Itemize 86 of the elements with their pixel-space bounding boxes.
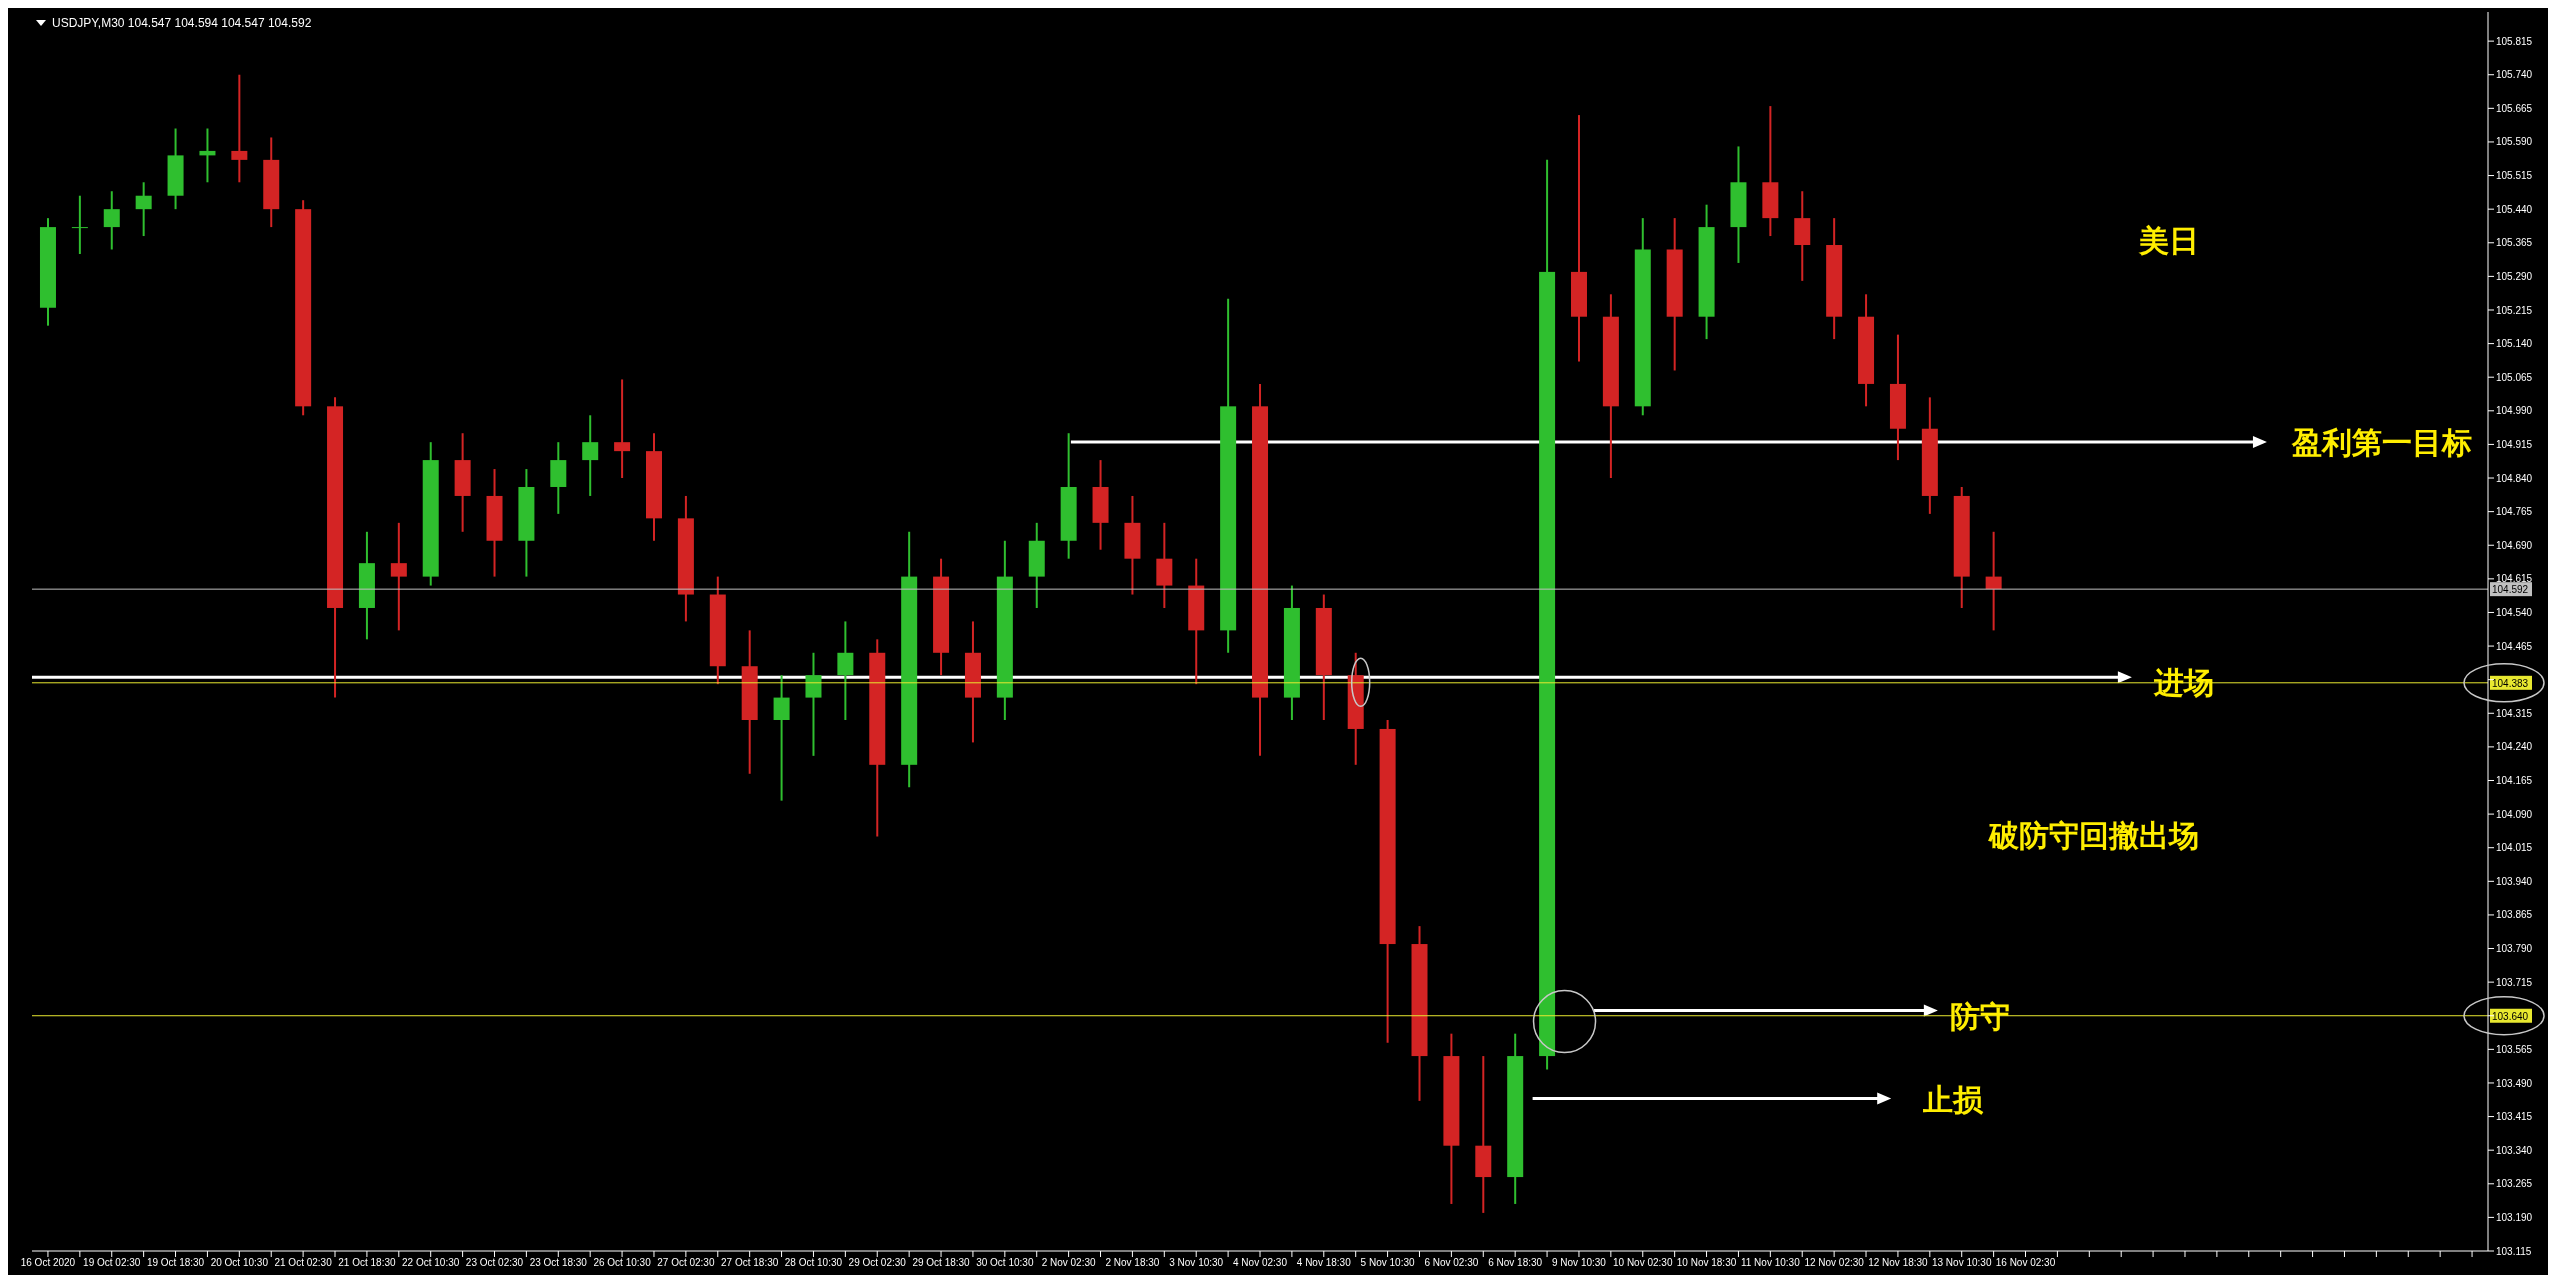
- y-tick-label: 104.090: [2496, 808, 2533, 820]
- y-tick-label: 105.140: [2496, 338, 2533, 350]
- y-tick-label: 103.265: [2496, 1178, 2533, 1190]
- x-tick-label: 4 Nov 02:30: [1233, 1257, 1288, 1269]
- ref-line-label: 103.640: [2492, 1010, 2529, 1022]
- x-tick-label: 23 Oct 02:30: [465, 1257, 524, 1269]
- y-tick-label: 103.190: [2496, 1211, 2533, 1223]
- x-tick-label: 29 Oct 02:30: [848, 1257, 907, 1269]
- x-tick-label: 3 Nov 10:30: [1169, 1257, 1224, 1269]
- y-tick-label: 103.565: [2496, 1043, 2533, 1055]
- x-tick-label: 6 Nov 02:30: [1424, 1257, 1479, 1269]
- y-tick-label: 104.240: [2496, 741, 2533, 753]
- candlestick: [805, 651, 822, 757]
- x-tick-label: 2 Nov 18:30: [1105, 1257, 1160, 1269]
- x-tick-label: 21 Oct 18:30: [338, 1257, 396, 1269]
- y-tick-label: 104.540: [2496, 607, 2533, 619]
- y-tick-label: 103.790: [2496, 943, 2533, 955]
- y-tick-label: 103.865: [2496, 909, 2533, 921]
- y-tick-label: 103.340: [2496, 1144, 2533, 1156]
- x-tick-label: 20 Oct 10:30: [210, 1257, 269, 1269]
- ref-line-label: 104.592: [2492, 584, 2529, 596]
- y-tick-label: 105.815: [2496, 35, 2533, 47]
- x-tick-label: 19 Oct 02:30: [83, 1257, 141, 1269]
- candlestick: [390, 521, 407, 632]
- y-tick-label: 104.465: [2496, 640, 2533, 652]
- candlestick: [1985, 530, 2002, 632]
- x-tick-label: 5 Nov 10:30: [1360, 1257, 1415, 1269]
- x-tick-label: 27 Oct 18:30: [721, 1257, 779, 1269]
- candlestick: [231, 73, 248, 184]
- y-tick-label: 104.165: [2496, 775, 2533, 787]
- annotation: 美日: [2138, 222, 2200, 258]
- y-tick-label: 104.990: [2496, 405, 2533, 417]
- candlestick: [837, 620, 854, 721]
- y-tick-label: 104.315: [2496, 707, 2533, 719]
- x-tick-label: 10 Nov 02:30: [1613, 1257, 1673, 1269]
- annotation: 破防守回撤出场: [1988, 817, 2200, 853]
- x-tick-label: 23 Oct 18:30: [529, 1257, 588, 1269]
- candlestick: [71, 194, 88, 255]
- candlestick: [773, 674, 790, 802]
- annotation: 盈利第一目标: [2290, 424, 2472, 460]
- candlestick: [582, 414, 599, 497]
- y-tick-label: 103.940: [2496, 875, 2533, 887]
- x-tick-label: 9 Nov 10:30: [1551, 1257, 1607, 1269]
- y-tick-label: 103.415: [2496, 1111, 2533, 1123]
- y-tick-label: 105.440: [2496, 203, 2533, 215]
- x-tick-label: 13 Nov 10:30: [1931, 1257, 1992, 1269]
- y-tick-label: 104.690: [2496, 539, 2533, 551]
- x-tick-label: 6 Nov 18:30: [1488, 1257, 1543, 1269]
- x-tick-label: 22 Oct 10:30: [402, 1257, 460, 1269]
- x-tick-label: 12 Nov 02:30: [1804, 1257, 1865, 1269]
- y-tick-label: 104.015: [2496, 842, 2533, 854]
- y-tick-label: 105.515: [2496, 170, 2533, 182]
- candlestick: [135, 181, 152, 238]
- x-tick-label: 16 Nov 02:30: [1995, 1257, 2056, 1269]
- x-tick-label: 27 Oct 02:30: [657, 1257, 715, 1269]
- y-tick-label: 105.740: [2496, 69, 2533, 81]
- y-tick-label: 105.215: [2496, 304, 2533, 316]
- y-tick-label: 103.715: [2496, 976, 2533, 988]
- y-tick-label: 104.615: [2496, 573, 2533, 585]
- y-tick-label: 105.665: [2496, 102, 2533, 114]
- x-tick-label: 12 Nov 18:30: [1868, 1257, 1929, 1269]
- x-tick-label: 4 Nov 18:30: [1296, 1257, 1352, 1269]
- x-tick-label: 21 Oct 02:30: [274, 1257, 333, 1269]
- candlestick: [103, 190, 120, 251]
- x-tick-label: 10 Nov 18:30: [1676, 1257, 1737, 1269]
- y-tick-label: 105.365: [2496, 237, 2533, 249]
- x-tick-label: 19 Oct 18:30: [146, 1257, 205, 1269]
- x-tick-label: 26 Oct 10:30: [593, 1257, 652, 1269]
- annotation: 止损: [1922, 1081, 1985, 1117]
- y-tick-label: 105.065: [2496, 371, 2533, 383]
- x-tick-label: 30 Oct 10:30: [976, 1257, 1034, 1269]
- y-tick-label: 104.765: [2496, 506, 2533, 518]
- y-tick-label: 104.915: [2496, 438, 2533, 450]
- x-tick-label: 16 Oct 2020: [20, 1257, 76, 1269]
- y-tick-label: 104.840: [2496, 472, 2533, 484]
- x-tick-label: 11 Nov 10:30: [1740, 1257, 1801, 1269]
- y-tick-label: 103.490: [2496, 1077, 2533, 1089]
- x-tick-label: 2 Nov 02:30: [1041, 1257, 1097, 1269]
- y-tick-label: 105.590: [2496, 136, 2533, 148]
- y-tick-label: 105.290: [2496, 270, 2533, 282]
- y-tick-label: 103.115: [2496, 1245, 2532, 1257]
- x-tick-label: 29 Oct 18:30: [912, 1257, 971, 1269]
- x-tick-label: 28 Oct 10:30: [784, 1257, 843, 1269]
- ref-line-label: 104.383: [2492, 677, 2529, 689]
- candlestick: [614, 378, 631, 480]
- chart-title: USDJPY,M30 104.547 104.594 104.547 104.592: [52, 16, 312, 30]
